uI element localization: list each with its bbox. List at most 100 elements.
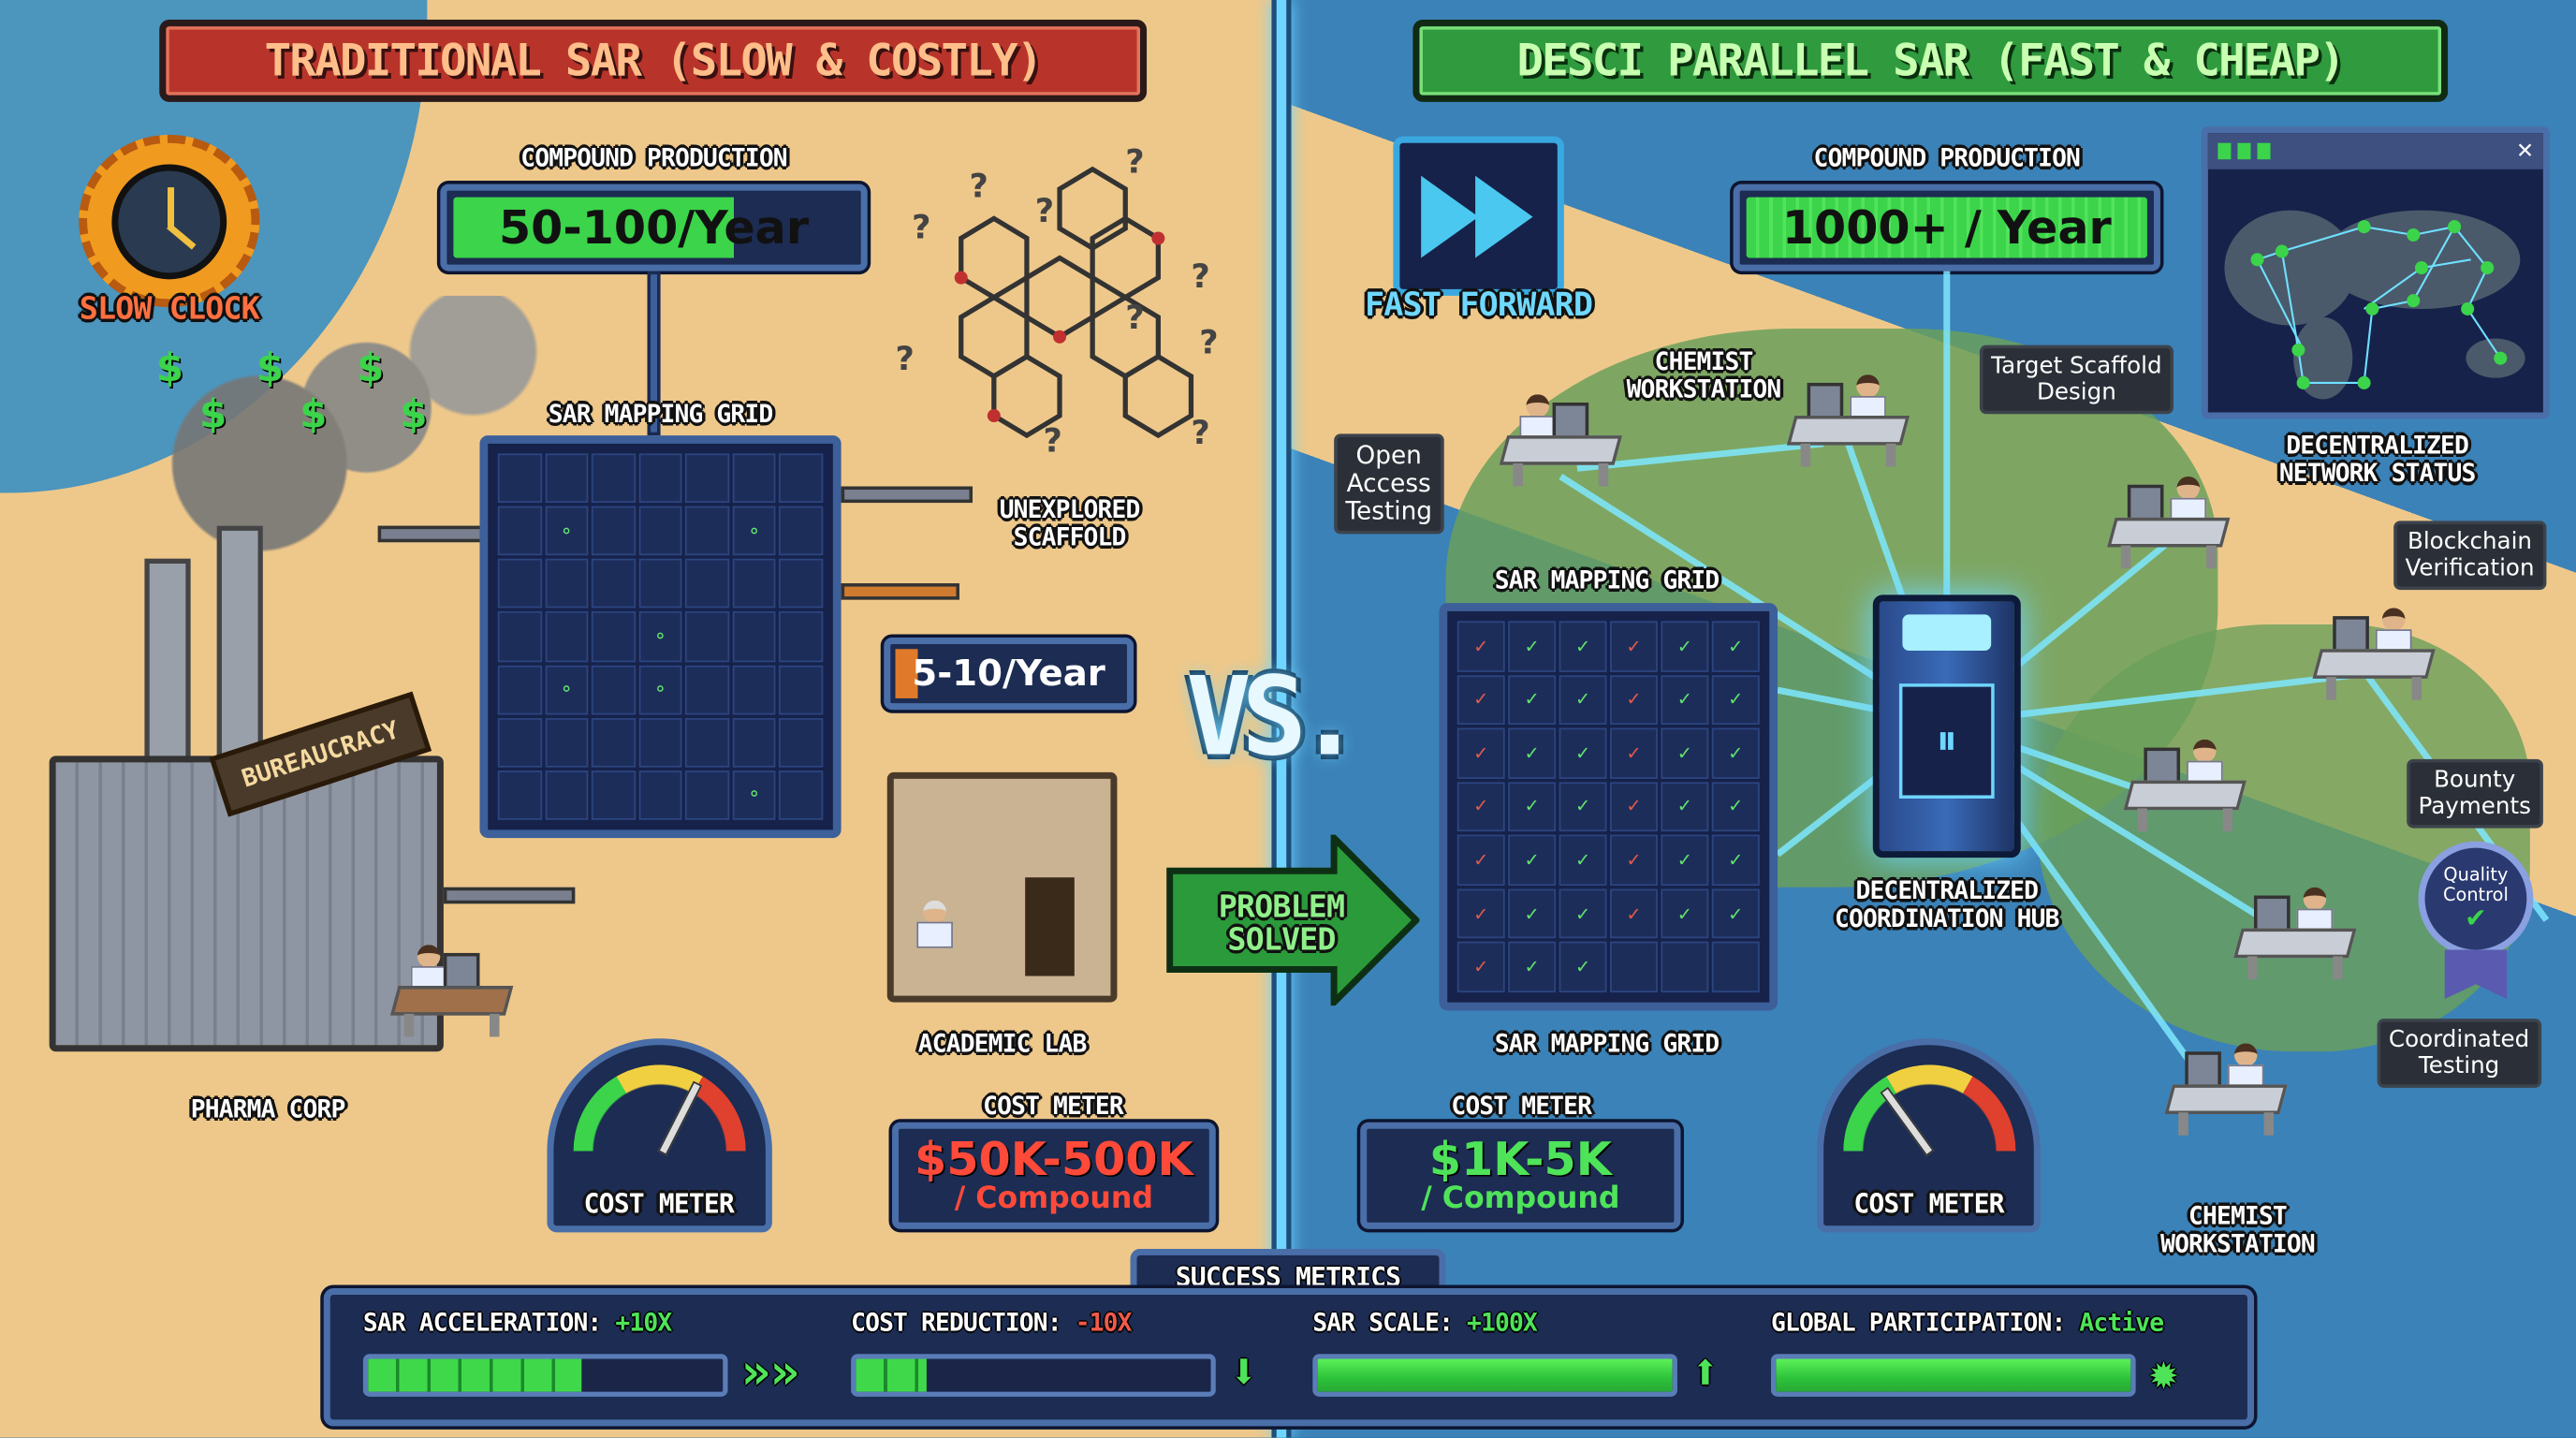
grid-cell bbox=[497, 506, 542, 556]
grid-cell: ✓ bbox=[1609, 621, 1658, 672]
success-metrics-panel: SAR ACCELERATION: +10X »» COST REDUCTION: … bbox=[323, 1287, 2254, 1427]
pharma-worker-desk bbox=[389, 945, 514, 1037]
grid-cell: ✓ bbox=[1609, 888, 1658, 939]
metric-value: Active bbox=[2079, 1308, 2164, 1338]
chemist-workstation bbox=[1786, 374, 1910, 467]
quality-control-badge: Quality Control ✔ bbox=[2418, 841, 2534, 957]
pipe bbox=[443, 887, 576, 904]
grid-cell bbox=[685, 717, 729, 768]
grid-cell: ✓ bbox=[1559, 674, 1607, 726]
metric-progress-fill bbox=[368, 1358, 581, 1392]
grid-cell bbox=[638, 717, 682, 768]
chemist-workstation bbox=[2107, 476, 2231, 569]
grid-cell bbox=[544, 611, 589, 662]
metric-label: SAR ACCELERATION: +10X bbox=[363, 1308, 672, 1338]
academic-lab-building bbox=[886, 771, 1118, 1003]
grid-cell: ⚬ bbox=[544, 665, 589, 714]
grid-cell bbox=[685, 665, 729, 714]
grid-cell bbox=[685, 559, 729, 609]
metric-name: COST REDUCTION: bbox=[851, 1308, 1076, 1338]
network-status-window: ✕ bbox=[2201, 126, 2550, 419]
grid-cell: ✓ bbox=[1508, 621, 1557, 672]
arrow-down-icon: ⬇ bbox=[1228, 1343, 1259, 1402]
metric-value: -10X bbox=[1075, 1308, 1133, 1338]
problem-solved-label: PROBLEM SOLVED bbox=[1218, 888, 1345, 959]
arrow-up-icon: ⬆ bbox=[1690, 1343, 1720, 1402]
grid-cell: ✓ bbox=[1609, 781, 1658, 832]
left-cost-unit: / Compound bbox=[954, 1181, 1154, 1215]
svg-text:?: ? bbox=[1043, 422, 1061, 461]
metric-label: COST REDUCTION: -10X bbox=[851, 1308, 1133, 1338]
metric-progress-bar bbox=[851, 1354, 1216, 1397]
grid-cell bbox=[544, 453, 589, 504]
chemist-workstation bbox=[2164, 1043, 2288, 1136]
unexplored-scaffold-molecule: ?????????? bbox=[896, 142, 1219, 461]
grid-cell: ✓ bbox=[1661, 888, 1709, 939]
grid-cell bbox=[779, 453, 824, 504]
grid-cell: ✓ bbox=[1559, 888, 1607, 939]
grid-cell bbox=[638, 770, 682, 820]
grid-cell: ✓ bbox=[1711, 888, 1760, 939]
slow-clock-icon bbox=[79, 134, 260, 308]
blockchain-note: Blockchain Verification bbox=[2393, 521, 2546, 591]
grid-cell: ✓ bbox=[1711, 727, 1760, 779]
grid-cell bbox=[592, 717, 636, 768]
metric-progress-bar bbox=[1770, 1354, 2136, 1397]
metric-progress-fill bbox=[856, 1358, 928, 1392]
fast-forward-icon bbox=[1393, 136, 1564, 296]
chemist-workstation bbox=[2312, 608, 2436, 700]
left-compound-production-label: COMPOUND PRODUCTION bbox=[520, 142, 787, 173]
grid-cell: ✓ bbox=[1456, 621, 1505, 672]
grid-cell bbox=[779, 665, 824, 714]
chemist-workstation bbox=[1499, 394, 1623, 487]
metric-progress-bar bbox=[1312, 1354, 1677, 1397]
pipe bbox=[647, 271, 661, 436]
pharma-corp-label: PHARMA CORP bbox=[190, 1093, 346, 1124]
academic-rate-value: 5-10/Year bbox=[895, 649, 1122, 698]
grid-cell: ✓ bbox=[1508, 888, 1557, 939]
right-cost-value: $1K-5K bbox=[1428, 1131, 1612, 1186]
grid-cell bbox=[638, 506, 682, 556]
academic-rate-box: 5-10/Year bbox=[884, 637, 1134, 711]
grid-cell bbox=[779, 559, 824, 609]
grid-cell bbox=[732, 717, 777, 768]
grid-cell: ✓ bbox=[1711, 621, 1760, 672]
grid-cell: ✓ bbox=[1559, 727, 1607, 779]
chevron-right-triple-icon: »» bbox=[740, 1343, 800, 1402]
svg-text:?: ? bbox=[1125, 142, 1144, 181]
right-cost-unit: / Compound bbox=[1421, 1181, 1620, 1215]
grid-cell: ✓ bbox=[1508, 942, 1557, 993]
grid-cell: ✓ bbox=[1456, 781, 1505, 832]
academic-scientist bbox=[900, 900, 1016, 991]
grid-cell: ✓ bbox=[1711, 781, 1760, 832]
glow-sun-icon: ✹ bbox=[2148, 1343, 2179, 1402]
metric-name: SAR SCALE: bbox=[1312, 1308, 1468, 1338]
grid-cell bbox=[732, 453, 777, 504]
grid-cell bbox=[685, 611, 729, 662]
metric-value: +100X bbox=[1467, 1308, 1538, 1338]
grid-cell bbox=[497, 611, 542, 662]
coordinated-testing-note: Coordinated Testing bbox=[2377, 1019, 2541, 1088]
right-compound-production-box: 1000+ / Year bbox=[1733, 183, 2160, 271]
left-sar-grid-label: SAR MAPPING GRID bbox=[548, 399, 773, 430]
right-sar-grid-label: SAR MAPPING GRID bbox=[1494, 565, 1720, 595]
grid-cell: ✓ bbox=[1661, 621, 1709, 672]
fast-forward-label: FAST FORWARD bbox=[1365, 284, 1593, 324]
left-title: TRADITIONAL SAR (SLOW & COSTLY) bbox=[264, 35, 1044, 87]
dollar-icons: $ $ $ $ $ $ bbox=[155, 345, 458, 437]
academic-lab-label: ACADEMIC LAB bbox=[917, 1028, 1088, 1059]
grid-cell bbox=[1609, 942, 1658, 993]
grid-cell bbox=[592, 611, 636, 662]
window-titlebar: ✕ bbox=[2207, 133, 2543, 169]
grid-cell bbox=[732, 611, 777, 662]
grid-cell bbox=[497, 770, 542, 820]
grid-cell: ✓ bbox=[1508, 835, 1557, 886]
metric-progress-fill bbox=[1317, 1358, 1673, 1392]
svg-text:?: ? bbox=[970, 168, 988, 206]
grid-cell bbox=[732, 559, 777, 609]
window-close-button[interactable]: ✕ bbox=[2516, 139, 2535, 164]
grid-cell: ⚬ bbox=[732, 770, 777, 820]
grid-cell bbox=[732, 665, 777, 714]
svg-text:?: ? bbox=[1125, 299, 1144, 337]
